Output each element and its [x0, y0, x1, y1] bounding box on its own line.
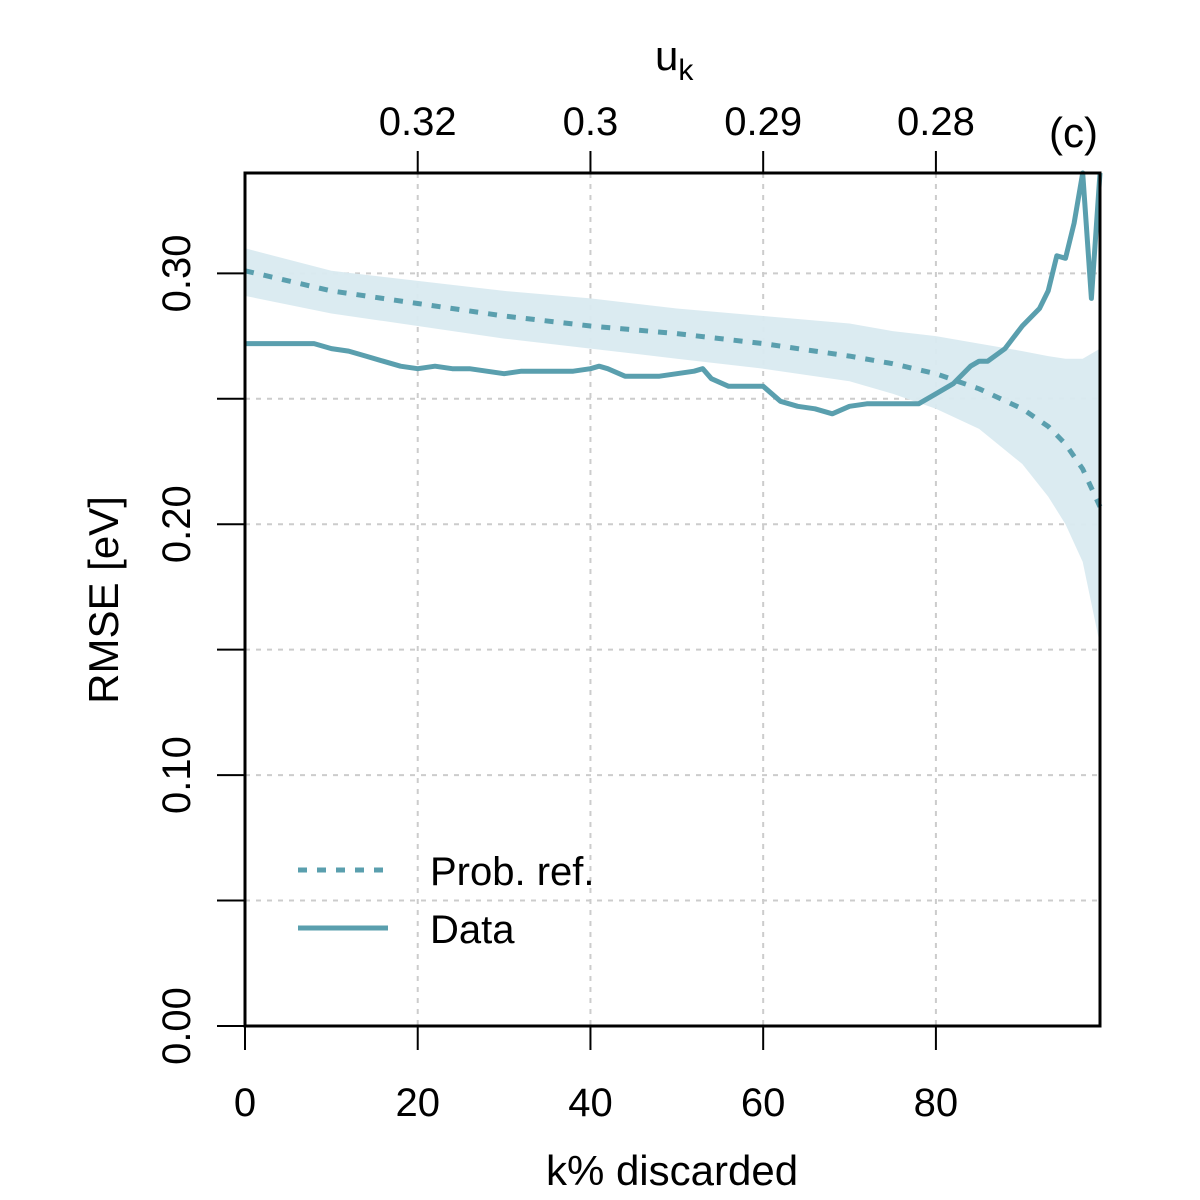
x-tick-label: 0 [234, 1081, 256, 1125]
top-axis-title: uk [655, 32, 694, 87]
x-tick-label: 40 [568, 1081, 613, 1125]
top-axis-title-main: u [655, 32, 678, 79]
x-tick-label: 20 [395, 1081, 440, 1125]
top-tick-label: 0.3 [563, 100, 619, 144]
y-tick-label: 0.00 [155, 987, 199, 1065]
top-tick-label: 0.32 [379, 100, 457, 144]
y-tick-label: 0.20 [155, 485, 199, 563]
plot-frame [243, 171, 1102, 1028]
series-line-prob-ref [244, 268, 1103, 508]
y-tick-label: 0.10 [155, 736, 199, 814]
y-tick-label: 0.30 [155, 234, 199, 312]
x-axis-title: k% discarded [546, 1147, 798, 1194]
legend-label-data: Data [430, 908, 515, 952]
axes-layer: 0 20 40 60 80 0.32 0.3 0.29 0.28 0.00 0.10 0.20 0.30 [155, 100, 975, 1125]
confidence-band-layer [245, 248, 1100, 645]
legend-label-prob-ref: Prob. ref. [430, 850, 595, 894]
series-layer [244, 170, 1103, 508]
panel-label: (c) [1049, 109, 1098, 156]
x-tick-label: 60 [741, 1081, 786, 1125]
top-tick-label: 0.29 [724, 100, 802, 144]
top-tick-label: 0.28 [897, 100, 975, 144]
top-axis-title-subscript: k [678, 54, 694, 87]
x-tick-label: 80 [914, 1081, 959, 1125]
legend: Prob. ref. Data [298, 850, 595, 952]
y-axis-title: RMSE [eV] [80, 496, 127, 704]
series-line-data [245, 170, 1103, 417]
confidence-band [245, 248, 1100, 645]
